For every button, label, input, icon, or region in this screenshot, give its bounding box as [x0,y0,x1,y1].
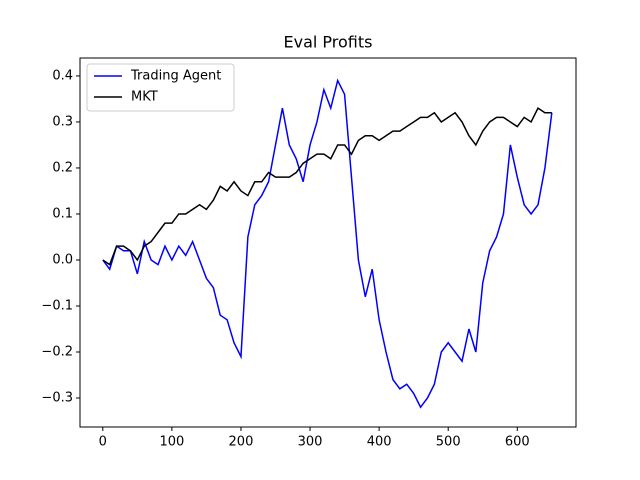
plot-frame [79,57,577,428]
y-tick-label: −0.3 [41,391,73,406]
data-line [102,78,553,409]
y-tick-label: 0.3 [52,114,73,129]
data-line [102,107,552,266]
chart-title: Eval Profits [284,33,373,52]
y-tick-label: 0.0 [52,252,73,267]
y-tick-label: 0.4 [52,68,73,83]
x-tick-label: 200 [229,435,254,450]
x-tick-label: 300 [298,435,323,450]
x-tick-label: 400 [367,435,392,450]
legend-box [86,63,235,112]
x-tick-label: 500 [436,435,461,450]
y-tick-label: 0.1 [52,206,73,221]
legend-label: Trading Agent [130,69,221,84]
x-tick-label: 600 [505,435,530,450]
x-tick-label: 100 [159,435,184,450]
y-tick-label: −0.1 [41,298,73,313]
legend-label: MKT [131,90,158,105]
x-tick-label: 0 [99,435,107,450]
y-tick-label: −0.2 [41,345,73,360]
y-tick-label: 0.2 [52,160,73,175]
